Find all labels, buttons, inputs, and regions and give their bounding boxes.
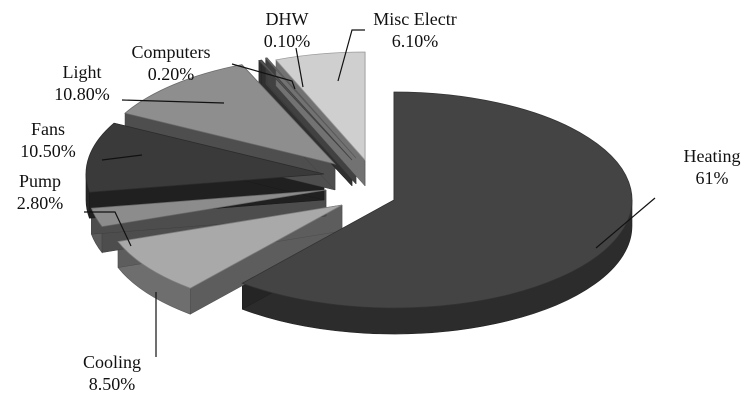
slice-name-label: Pump	[19, 171, 61, 191]
slice-name-label: Computers	[132, 42, 211, 62]
slice-value-label: 10.50%	[20, 141, 76, 161]
leader-line-computers	[231, 63, 296, 90]
leader-line-dhw	[295, 47, 304, 88]
slice-name-label: DHW	[266, 9, 309, 29]
slice-value-label: 0.10%	[264, 31, 311, 51]
pie-slice-computers	[258, 59, 353, 161]
leader-line-misc-electr	[337, 29, 365, 82]
pie-slice-heating	[241, 91, 633, 309]
data-label-misc-electr: Misc Electr 6.10%	[373, 9, 456, 51]
slice-value-label: 0.20%	[148, 64, 195, 84]
slice-name-label: Cooling	[83, 352, 141, 372]
data-label-light: Light 10.80%	[54, 62, 110, 104]
slice-value-label: 61%	[696, 168, 729, 188]
data-label-computers: Computers 0.20%	[132, 42, 211, 84]
pie-slice-cooling	[117, 204, 343, 289]
leader-line-heating	[595, 197, 656, 249]
pie-slice-dhw	[264, 57, 357, 159]
slice-name-label: Fans	[31, 119, 65, 139]
pie-slice-misc-electr	[275, 51, 366, 162]
slice-value-label: 6.10%	[392, 31, 439, 51]
slice-name-label: Heating	[684, 146, 741, 166]
data-label-cooling: Cooling 8.50%	[83, 352, 141, 394]
slice-value-label: 2.80%	[17, 193, 64, 213]
leader-line-pump	[84, 211, 132, 247]
data-label-heating: Heating 61%	[684, 146, 741, 188]
data-label-pump: Pump 2.80%	[17, 171, 64, 213]
pie-slice-light	[124, 64, 337, 165]
pie-slice-fans	[85, 122, 325, 193]
slice-value-label: 10.80%	[54, 84, 110, 104]
leader-lines-layer	[84, 29, 656, 357]
pie-slice-pump	[90, 189, 327, 228]
slice-name-label: Light	[63, 62, 102, 82]
slices-layer	[85, 51, 633, 335]
slice-name-label: Misc Electr	[373, 9, 456, 29]
slice-value-label: 8.50%	[89, 374, 136, 394]
data-label-fans: Fans 10.50%	[20, 119, 76, 161]
labels-layer: Heating 61% Cooling 8.50% Pump 2.80% Fans 10.50…	[17, 9, 741, 394]
leader-line-light	[121, 99, 225, 104]
leader-line-fans	[101, 154, 143, 161]
data-label-dhw: DHW 0.10%	[264, 9, 311, 51]
